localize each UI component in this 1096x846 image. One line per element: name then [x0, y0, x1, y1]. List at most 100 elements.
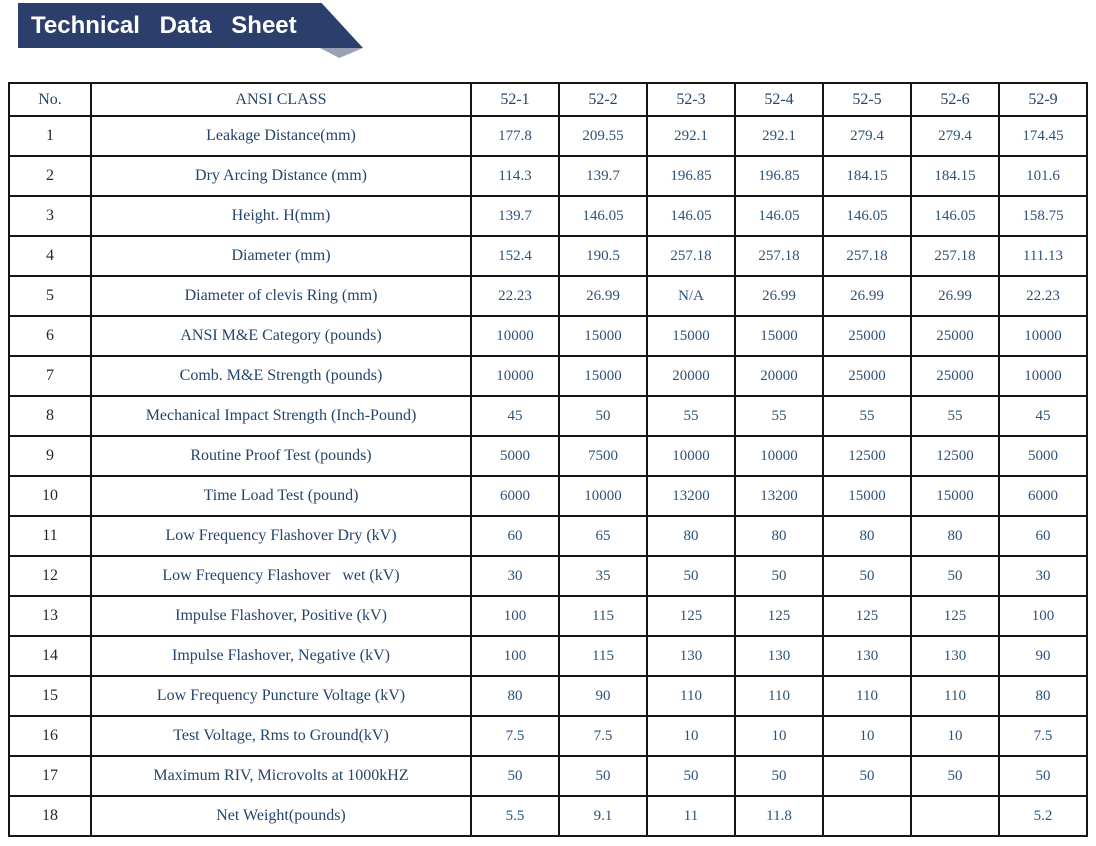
row-value: 100 — [470, 595, 560, 637]
header-class-52-9: 52-9 — [998, 82, 1088, 117]
row-value: 125 — [822, 595, 912, 637]
row-value: 10 — [734, 715, 824, 757]
row-value: 15000 — [558, 315, 648, 357]
row-value: 25000 — [910, 315, 1000, 357]
row-value: 15000 — [646, 315, 736, 357]
row-value: 146.05 — [646, 195, 736, 237]
row-value: 101.6 — [998, 155, 1088, 197]
row-value: 45 — [470, 395, 560, 437]
row-value: 45 — [998, 395, 1088, 437]
row-number: 18 — [8, 795, 92, 837]
row-number: 4 — [8, 235, 92, 277]
row-value: 10000 — [470, 315, 560, 357]
row-value: 279.4 — [910, 115, 1000, 157]
table-row: 15 Low Frequency Puncture Voltage (kV) 80 9… — [8, 675, 1088, 717]
row-number: 16 — [8, 715, 92, 757]
row-label: Dry Arcing Distance (mm) — [90, 155, 472, 197]
row-value: 15000 — [558, 355, 648, 397]
table-row: 2 Dry Arcing Distance (mm) 114.3 139.7 196.8… — [8, 155, 1088, 197]
title-banner: Technical Data Sheet — [18, 3, 363, 48]
row-number: 8 — [8, 395, 92, 437]
row-number: 12 — [8, 555, 92, 597]
row-value: 5.2 — [998, 795, 1088, 837]
row-value: 158.75 — [998, 195, 1088, 237]
row-value: 11 — [646, 795, 736, 837]
header-class-52-1: 52-1 — [470, 82, 560, 117]
header-class-52-2: 52-2 — [558, 82, 648, 117]
row-value: 55 — [910, 395, 1000, 437]
row-value: 50 — [646, 755, 736, 797]
row-value: 10000 — [998, 315, 1088, 357]
row-value: 152.4 — [470, 235, 560, 277]
row-value: 139.7 — [470, 195, 560, 237]
row-label: Height. H(mm) — [90, 195, 472, 237]
header-class-52-5: 52-5 — [822, 82, 912, 117]
row-value: 196.85 — [646, 155, 736, 197]
row-value: 80 — [646, 515, 736, 557]
table-row: 17 Maximum RIV, Microvolts at 1000kHZ 50 50… — [8, 755, 1088, 797]
row-value — [822, 795, 912, 837]
table-row: 12 Low Frequency Flashover wet (kV) 30 35 50… — [8, 555, 1088, 597]
row-value: 5000 — [998, 435, 1088, 477]
row-value: 80 — [822, 515, 912, 557]
row-label: Leakage Distance(mm) — [90, 115, 472, 157]
row-value: 10 — [910, 715, 1000, 757]
row-value: 90 — [558, 675, 648, 717]
row-number: 10 — [8, 475, 92, 517]
row-value: 100 — [470, 635, 560, 677]
row-value: 292.1 — [646, 115, 736, 157]
row-value: 146.05 — [734, 195, 824, 237]
row-value: 25000 — [822, 355, 912, 397]
row-value: 5000 — [470, 435, 560, 477]
row-value: 80 — [734, 515, 824, 557]
row-value: 20000 — [646, 355, 736, 397]
row-value: 6000 — [470, 475, 560, 517]
row-value: 184.15 — [910, 155, 1000, 197]
row-value: 50 — [558, 755, 648, 797]
row-value: 6000 — [998, 475, 1088, 517]
row-value: 55 — [822, 395, 912, 437]
row-value: 65 — [558, 515, 648, 557]
row-value: 130 — [734, 635, 824, 677]
row-value: 184.15 — [822, 155, 912, 197]
row-value: 279.4 — [822, 115, 912, 157]
table-row: 9 Routine Proof Test (pounds) 5000 7500 1000… — [8, 435, 1088, 477]
row-value: 209.55 — [558, 115, 648, 157]
row-value: 125 — [734, 595, 824, 637]
header-ansi-class: ANSI CLASS — [90, 82, 472, 117]
row-value: 15000 — [910, 475, 1000, 517]
row-value: 100 — [998, 595, 1088, 637]
row-value: 50 — [910, 755, 1000, 797]
row-value: 10000 — [734, 435, 824, 477]
row-value: 22.23 — [470, 275, 560, 317]
row-number: 6 — [8, 315, 92, 357]
row-number: 13 — [8, 595, 92, 637]
row-value: 26.99 — [558, 275, 648, 317]
row-value: 80 — [998, 675, 1088, 717]
table-row: 8 Mechanical Impact Strength (Inch-Pound)… — [8, 395, 1088, 437]
row-value: 130 — [646, 635, 736, 677]
row-label: Net Weight(pounds) — [90, 795, 472, 837]
row-label: Low Frequency Puncture Voltage (kV) — [90, 675, 472, 717]
row-value: 60 — [470, 515, 560, 557]
row-value: 146.05 — [558, 195, 648, 237]
table-row: 1 Leakage Distance(mm) 177.8 209.55 292.1 292… — [8, 115, 1088, 157]
row-value: 130 — [910, 635, 1000, 677]
row-value: 7500 — [558, 435, 648, 477]
row-value: 50 — [558, 395, 648, 437]
row-number: 17 — [8, 755, 92, 797]
table-row: 4 Diameter (mm) 152.4 190.5 257.18 257.18 257.… — [8, 235, 1088, 277]
row-number: 5 — [8, 275, 92, 317]
row-value: 30 — [998, 555, 1088, 597]
table-row: 13 Impulse Flashover, Positive (kV) 100 115… — [8, 595, 1088, 637]
row-value: 50 — [910, 555, 1000, 597]
row-value: 15000 — [734, 315, 824, 357]
row-label: Diameter of clevis Ring (mm) — [90, 275, 472, 317]
row-value: 50 — [734, 555, 824, 597]
row-value: 25000 — [910, 355, 1000, 397]
row-value: 110 — [822, 675, 912, 717]
row-value: 114.3 — [470, 155, 560, 197]
row-label: Low Frequency Flashover wet (kV) — [90, 555, 472, 597]
row-label: Comb. M&E Strength (pounds) — [90, 355, 472, 397]
row-value: 115 — [558, 595, 648, 637]
